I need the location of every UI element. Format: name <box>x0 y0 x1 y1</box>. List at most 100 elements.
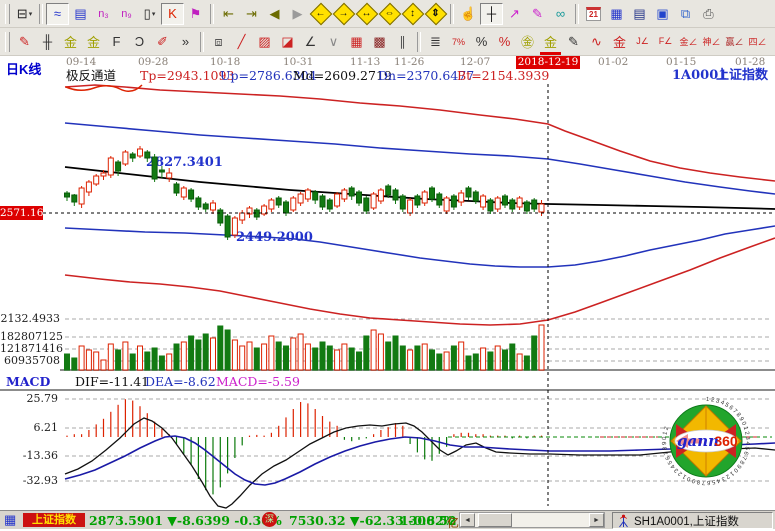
shift-left-icon[interactable]: ← <box>309 3 332 25</box>
date-tick-label: 01-28 <box>735 56 766 68</box>
ying-angle-icon[interactable]: 赢∠ <box>723 31 746 53</box>
shift-right-icon[interactable]: → <box>332 3 355 25</box>
box-select-icon[interactable]: ⧈ <box>207 31 230 53</box>
trendline-pointer-icon[interactable]: ↗ <box>503 3 526 25</box>
pen-ruler-icon[interactable]: ✐ <box>151 31 174 53</box>
volume-bar <box>487 351 494 371</box>
red-grid-icon[interactable]: ▦ <box>345 31 368 53</box>
candle <box>85 181 92 193</box>
volume-bar <box>392 335 399 371</box>
scale-ruler-icon[interactable]: ≣ <box>424 31 447 53</box>
fibo-ruler-icon[interactable]: F <box>105 31 128 53</box>
fan-box-icon[interactable]: ◪ <box>276 31 299 53</box>
print-icon[interactable]: ⎙ <box>697 3 720 25</box>
gann-angle-icon-glyph: 金∠ <box>679 37 698 47</box>
draw-pen-icon[interactable]: ✎ <box>13 31 36 53</box>
candle <box>531 199 538 210</box>
toolbar-separator <box>200 31 204 52</box>
fibo-ruler-icon-glyph: F <box>112 34 121 49</box>
logo-gann-text: gann <box>677 432 719 450</box>
gann-lines-icon[interactable]: 金 <box>539 31 562 55</box>
gann-angle-icon[interactable]: 金∠ <box>677 31 700 53</box>
parallel-lines-icon[interactable]: ∥ <box>391 31 414 53</box>
zoom-out-v-icon[interactable]: ↕ <box>401 3 424 25</box>
crosshair-icon[interactable]: ┼ <box>480 2 503 25</box>
angle-line-icon-glyph: ∠ <box>304 33 317 49</box>
more-tools-icon[interactable]: » <box>174 31 197 53</box>
dropdown-caret-icon[interactable]: ▾ <box>151 10 156 18</box>
next-bar-icon[interactable]: ▶ <box>286 3 309 25</box>
first-page-icon[interactable]: ⇤ <box>217 3 240 25</box>
info-panel-icon[interactable]: ▤ <box>69 3 92 25</box>
volume-profile-icon[interactable]: ⚑ <box>184 3 207 25</box>
k-pen-icon[interactable]: ✎ <box>562 31 585 53</box>
pan-hand-icon[interactable]: ☝ <box>457 3 480 25</box>
fan-rays-icon-glyph: ╱ <box>237 33 246 49</box>
scroll-right-button[interactable]: ► <box>589 513 604 527</box>
candle <box>239 212 246 221</box>
kline-chart-icon[interactable]: K <box>161 2 184 25</box>
fan-rays-icon[interactable]: ╱ <box>230 31 253 53</box>
price-chart-canvas[interactable]: 1234567890123456789012345678901234567890… <box>0 56 775 510</box>
percent-icon[interactable]: % <box>470 31 493 53</box>
calendar-icon[interactable]: 21 <box>582 3 605 25</box>
period-selector-icon[interactable]: ⊟ ▾ <box>13 3 36 25</box>
horizontal-scrollbar[interactable]: ◄ ► <box>459 512 605 528</box>
copy-window-icon-glyph: ⧉ <box>680 5 691 21</box>
zoom-in-h-icon[interactable]: ⇔ <box>378 3 401 25</box>
notepad-icon[interactable]: ▤ <box>628 3 651 25</box>
candle <box>71 194 78 203</box>
zoom-in-v-icon[interactable]: ⇕ <box>424 3 447 25</box>
v-lines-icon[interactable]: ∨ <box>322 31 345 53</box>
candle <box>290 197 297 211</box>
arc-ruler-icon[interactable]: Ɔ <box>128 31 151 53</box>
dropdown-caret-icon[interactable]: ▾ <box>28 10 33 18</box>
volume-bar <box>399 345 406 371</box>
ma-lines-9-icon[interactable]: n₉ <box>115 3 138 25</box>
percent-red-icon[interactable]: % <box>493 31 516 53</box>
index-name-badge[interactable]: 上证指数 <box>23 513 85 527</box>
volume-bar <box>261 343 268 371</box>
current-symbol-label: SH1A0001,上证指数 <box>634 515 739 528</box>
dark-grid-icon[interactable]: ▩ <box>368 31 391 53</box>
sz-market-badge[interactable]: 深 <box>262 512 277 527</box>
annotate-pen-icon[interactable]: ✎ <box>526 3 549 25</box>
volume-bar <box>480 347 487 371</box>
candle <box>195 197 202 208</box>
zoom-out-h-icon[interactable]: ↔ <box>355 3 378 25</box>
market-grid-icon[interactable]: ▦ <box>4 512 17 527</box>
gann-ruler2-icon[interactable]: 金 <box>82 31 105 53</box>
hatch-box-icon[interactable]: ▨ <box>253 31 276 53</box>
angle-line-icon[interactable]: ∠ <box>299 31 322 53</box>
scroll-thumb[interactable] <box>478 513 512 527</box>
chart-area[interactable]: 日K线 2018-12-19 2571.1649 09-14 09-28 10-18… <box>0 56 775 510</box>
gann-ruler-icon[interactable]: 金 <box>59 31 82 53</box>
toolbar-separator <box>450 3 454 24</box>
zoom-out-h-icon-glyph: ↔ <box>361 8 372 19</box>
volume-bar <box>414 345 421 371</box>
overlay-line-icon[interactable]: ≈ <box>46 2 69 25</box>
j-angle-icon[interactable]: J∠ <box>631 31 654 53</box>
ma-lines-3-icon[interactable]: n₃ <box>92 3 115 25</box>
candle <box>224 215 231 238</box>
wave-icon[interactable]: ∿ <box>585 31 608 53</box>
candle <box>392 189 399 201</box>
prev-bar-icon[interactable]: ◀ <box>263 3 286 25</box>
scroll-track[interactable] <box>475 513 589 527</box>
si-angle-icon[interactable]: 四∠ <box>746 31 769 53</box>
shen-angle-icon[interactable]: 神∠ <box>700 31 723 53</box>
candles <box>64 146 545 240</box>
last-page-icon[interactable]: ⇥ <box>240 3 263 25</box>
ruler-grid-icon-glyph: ╫ <box>42 34 53 49</box>
scroll-left-button[interactable]: ◄ <box>460 513 475 527</box>
ruler-grid-icon[interactable]: ╫ <box>36 31 59 53</box>
gann-box-icon[interactable]: 金 <box>608 31 631 53</box>
multi-curve-icon[interactable]: ∞ <box>549 3 572 25</box>
candle-style-icon[interactable]: ▯ ▾ <box>138 3 161 25</box>
percent7-icon[interactable]: 7% <box>447 31 470 53</box>
save-icon[interactable]: ▣ <box>651 3 674 25</box>
calculator-icon[interactable]: ▦ <box>605 3 628 25</box>
copy-window-icon[interactable]: ⧉ <box>674 3 697 25</box>
gann-circle-icon[interactable]: ㊎ <box>516 31 539 53</box>
f-angle-icon[interactable]: F∠ <box>654 31 677 53</box>
